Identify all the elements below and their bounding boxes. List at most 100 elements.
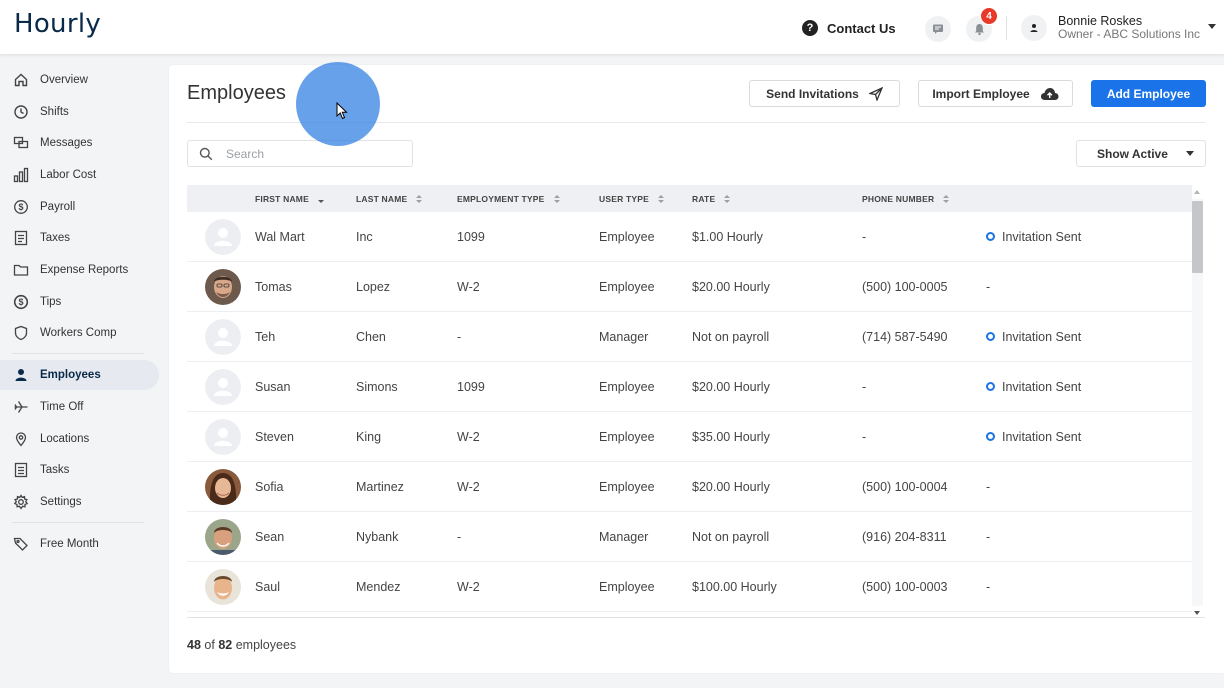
status-label: Invitation Sent bbox=[1002, 329, 1082, 344]
sidebar-item-label: Shifts bbox=[40, 106, 69, 118]
table-row[interactable]: Sean Nybank - Manager Not on payroll (91… bbox=[187, 512, 1192, 562]
cell-last-name: King bbox=[356, 429, 382, 444]
sidebar-item-time-off[interactable]: Time Off bbox=[0, 392, 159, 422]
status-dot-icon bbox=[986, 232, 995, 241]
cell-user-type: Manager bbox=[599, 329, 649, 344]
cell-user-type: Manager bbox=[599, 529, 649, 544]
user-name[interactable]: Bonnie Roskes bbox=[1058, 14, 1143, 28]
sidebar-divider bbox=[12, 522, 144, 523]
cell-last-name: Lopez bbox=[356, 279, 391, 294]
count-suffix: employees bbox=[235, 638, 297, 652]
contact-us-button[interactable]: ? Contact Us bbox=[796, 15, 910, 41]
table-row[interactable]: Susan Simons 1099 Employee $20.00 Hourly… bbox=[187, 362, 1192, 412]
search-box[interactable] bbox=[187, 140, 413, 167]
add-employee-button[interactable]: Add Employee bbox=[1091, 80, 1206, 107]
sidebar-item-locations[interactable]: Locations bbox=[0, 424, 159, 454]
sidebar-item-expense-reports[interactable]: Expense Reports bbox=[0, 255, 159, 285]
column-header-phone-number[interactable]: PHONE NUMBER bbox=[862, 185, 950, 212]
table-row[interactable]: Saul Mendez W-2 Employee $100.00 Hourly … bbox=[187, 562, 1192, 612]
dollar-circle-icon: $ bbox=[13, 199, 29, 215]
sidebar-item-taxes[interactable]: Taxes bbox=[0, 223, 159, 253]
column-header-rate[interactable]: RATE bbox=[692, 185, 731, 212]
table-row[interactable]: Steven King W-2 Employee $35.00 Hourly -… bbox=[187, 412, 1192, 462]
home-icon bbox=[13, 72, 29, 88]
sidebar-divider bbox=[12, 353, 144, 354]
app-logo[interactable]: Hourly bbox=[14, 9, 102, 39]
column-header-first-name[interactable]: FIRST NAME bbox=[255, 185, 324, 212]
table-row[interactable]: Wal Mart Inc 1099 Employee $1.00 Hourly … bbox=[187, 212, 1192, 262]
cell-phone: (714) 587-5490 bbox=[862, 329, 948, 344]
cell-last-name: Inc bbox=[356, 229, 373, 244]
cell-phone: (500) 100-0003 bbox=[862, 579, 948, 594]
column-header-label: LAST NAME bbox=[356, 193, 408, 204]
sort-icon bbox=[416, 194, 423, 203]
cell-employment-type: 1099 bbox=[457, 229, 485, 244]
user-icon bbox=[1030, 24, 1038, 32]
cell-status: Invitation Sent bbox=[986, 412, 1081, 461]
status-filter-dropdown[interactable]: Show Active bbox=[1076, 140, 1206, 167]
table-row[interactable]: Sofia Martinez W-2 Employee $20.00 Hourl… bbox=[187, 462, 1192, 512]
svg-text:$: $ bbox=[18, 202, 23, 212]
shown-count: 48 bbox=[187, 638, 201, 652]
employees-panel: Employees Send Invitations Import Employ… bbox=[169, 65, 1224, 673]
sidebar-item-labor-cost[interactable]: Labor Cost bbox=[0, 160, 159, 190]
sidebar-item-label: Messages bbox=[40, 137, 93, 149]
avatar-photo bbox=[205, 519, 241, 555]
cell-first-name: Susan bbox=[255, 379, 291, 394]
status-dot-icon bbox=[986, 432, 995, 441]
sort-descending-icon bbox=[317, 200, 324, 203]
sidebar-item-overview[interactable]: Overview bbox=[0, 65, 159, 95]
sidebar-item-employees[interactable]: Employees bbox=[0, 360, 159, 390]
cell-employment-type: W-2 bbox=[457, 579, 480, 594]
cell-rate: $1.00 Hourly bbox=[692, 229, 763, 244]
column-header-employment-type[interactable]: EMPLOYMENT TYPE bbox=[457, 185, 560, 212]
sidebar-item-label: Labor Cost bbox=[40, 169, 97, 181]
cell-user-type: Employee bbox=[599, 579, 655, 594]
sidebar-item-label: Workers Comp bbox=[40, 327, 117, 339]
cell-last-name: Simons bbox=[356, 379, 398, 394]
messages-button[interactable] bbox=[925, 16, 951, 42]
cell-last-name: Mendez bbox=[356, 579, 401, 594]
table-scrollbar[interactable] bbox=[1190, 187, 1205, 618]
sidebar-item-tips[interactable]: $ Tips bbox=[0, 287, 159, 317]
import-employee-label: Import Employee bbox=[932, 86, 1030, 101]
user-avatar[interactable] bbox=[1021, 15, 1047, 41]
table-row[interactable]: Tomas Lopez W-2 Employee $20.00 Hourly (… bbox=[187, 262, 1192, 312]
cell-status: - bbox=[986, 479, 991, 494]
sidebar-item-free-month[interactable]: Free Month bbox=[0, 529, 159, 559]
avatar-placeholder bbox=[205, 319, 241, 355]
sidebar-item-payroll[interactable]: $ Payroll bbox=[0, 192, 159, 222]
user-menu-caret-icon[interactable] bbox=[1208, 24, 1216, 29]
status-label: Invitation Sent bbox=[1002, 379, 1082, 394]
gear-icon bbox=[13, 494, 29, 510]
scrollbar-track[interactable] bbox=[1192, 199, 1203, 606]
table-row[interactable]: Teh Chen - Manager Not on payroll (714) … bbox=[187, 312, 1192, 362]
search-input[interactable] bbox=[226, 146, 396, 161]
scroll-down-icon[interactable] bbox=[1194, 611, 1200, 615]
scroll-up-icon[interactable] bbox=[1194, 190, 1200, 194]
cell-phone: (916) 204-8311 bbox=[862, 529, 947, 544]
sidebar-item-workers-comp[interactable]: Workers Comp bbox=[0, 318, 159, 348]
cell-first-name: Wal Mart bbox=[255, 229, 305, 244]
cell-status: - bbox=[986, 529, 991, 544]
sidebar-item-label: Tasks bbox=[40, 464, 70, 476]
sidebar-item-messages[interactable]: Messages bbox=[0, 128, 159, 158]
sidebar-item-shifts[interactable]: Shifts bbox=[0, 97, 159, 127]
cell-first-name: Saul bbox=[255, 579, 281, 594]
sidebar-item-settings[interactable]: Settings bbox=[0, 487, 159, 517]
help-icon: ? bbox=[802, 20, 818, 36]
avatar-photo bbox=[205, 569, 241, 605]
send-icon bbox=[868, 86, 883, 101]
add-employee-label: Add Employee bbox=[1106, 86, 1191, 101]
sidebar-item-tasks[interactable]: Tasks bbox=[0, 455, 159, 485]
sidebar-item-label: Employees bbox=[40, 369, 101, 381]
sidebar-item-label: Locations bbox=[40, 433, 90, 445]
cell-first-name: Sofia bbox=[255, 479, 284, 494]
message-icon bbox=[933, 24, 943, 34]
import-employee-button[interactable]: Import Employee bbox=[918, 80, 1073, 107]
column-header-user-type[interactable]: USER TYPE bbox=[599, 185, 664, 212]
send-invitations-label: Send Invitations bbox=[766, 86, 859, 101]
column-header-last-name[interactable]: LAST NAME bbox=[356, 185, 423, 212]
scrollbar-thumb[interactable] bbox=[1192, 201, 1203, 273]
send-invitations-button[interactable]: Send Invitations bbox=[749, 80, 900, 107]
